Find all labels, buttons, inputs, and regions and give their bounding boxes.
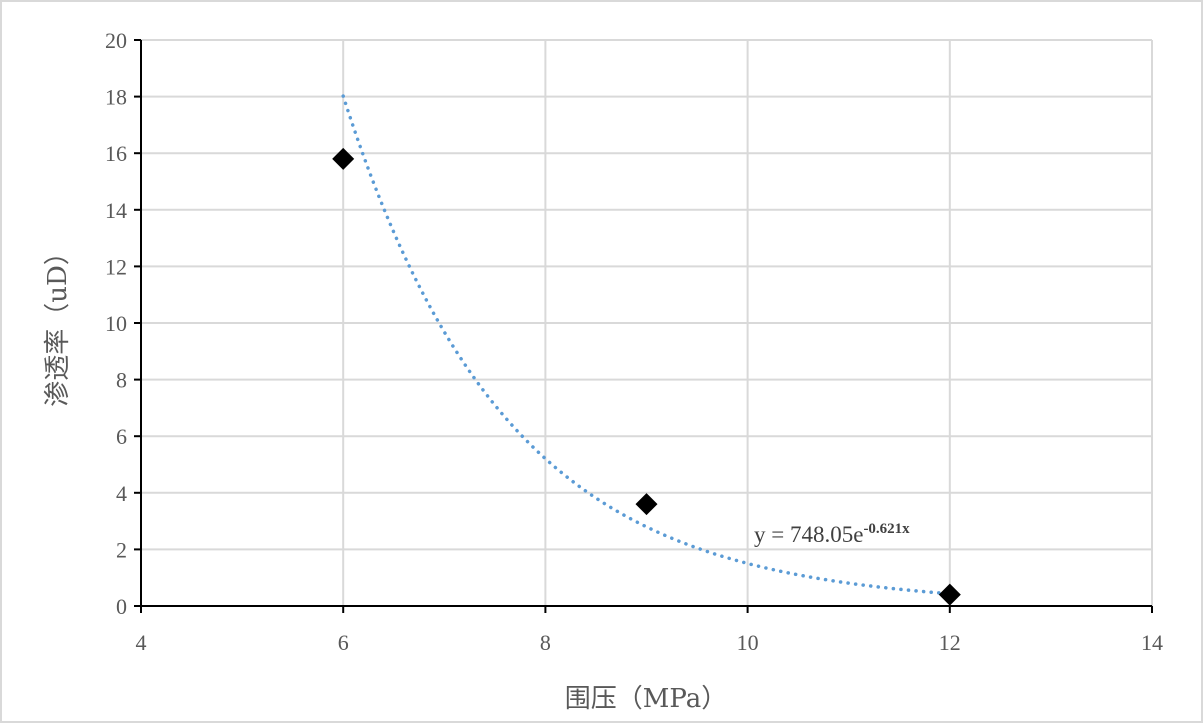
data-point-1 [332,147,355,170]
y-tick-label-2: 2 [116,537,127,562]
y-tick-label-0: 0 [116,594,127,619]
equation-base: y = 748.05e [754,522,863,547]
x-tick-label-6: 6 [338,630,349,655]
tick-labels: 0 2 4 6 8 10 12 14 16 18 20 4 6 8 10 12 14 [105,28,1163,655]
grid [141,39,1153,606]
equation-exponent: -0.621x [863,521,910,537]
y-tick-label-16: 16 [105,141,127,166]
y-tick-label-18: 18 [105,85,127,110]
trendline-path [341,94,952,596]
axes [134,39,1153,613]
y-tick-label-10: 10 [105,311,127,336]
y-tick-label-12: 12 [105,254,127,279]
trendline-layer [341,94,952,596]
x-tick-label-4: 4 [136,630,147,655]
x-tick-label-8: 8 [540,630,551,655]
data-point-3 [938,583,961,606]
y-tick-label-4: 4 [116,481,127,506]
data-points [332,147,961,606]
trendline-equation: y = 748.05e-0.621x [754,521,910,547]
y-tick-label-6: 6 [116,424,127,449]
y-tick-label-14: 14 [105,198,127,223]
x-tick-label-12: 12 [939,630,961,655]
y-tick-label-20: 20 [105,28,127,53]
x-tick-label-14: 14 [1141,630,1163,655]
x-tick-label-10: 10 [737,630,759,655]
y-axis-title: 渗透率（uD） [43,239,73,407]
x-axis-title: 围压（MPa） [565,684,727,714]
data-point-2 [635,493,658,516]
y-tick-label-8: 8 [116,368,127,393]
